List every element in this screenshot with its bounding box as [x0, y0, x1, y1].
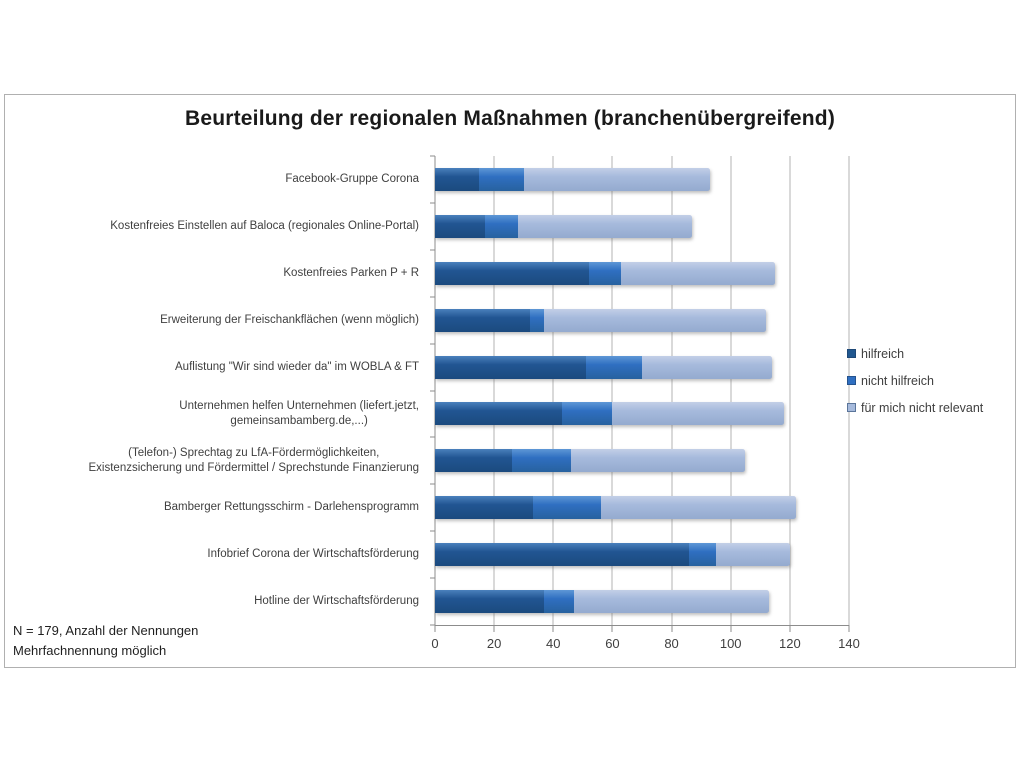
bar-segment-hilfreich — [435, 543, 690, 567]
bar-segment-für-mich-nicht-relevant — [600, 496, 796, 520]
stacked-bar — [435, 308, 849, 332]
category-label: Auflistung "Wir sind wieder da" im WOBLA… — [175, 360, 419, 373]
bar-segment-für-mich-nicht-relevant — [612, 402, 784, 426]
bar-segment-für-mich-nicht-relevant — [641, 355, 773, 379]
category-label: Bamberger Rettungsschirm - Darlehensprog… — [163, 501, 419, 514]
category-label: Erweiterung der Freischankflächen (wenn … — [160, 313, 419, 326]
x-tick-label: 60 — [605, 636, 620, 651]
x-tick-label: 140 — [838, 636, 860, 651]
legend-item: nicht hilfreich — [847, 372, 1017, 389]
bar-segment-hilfreich — [435, 261, 589, 285]
category-label: Facebook-Gruppe Corona — [285, 172, 419, 185]
bar-segment-für-mich-nicht-relevant — [573, 590, 770, 614]
bar-segment-hilfreich — [435, 214, 486, 238]
legend-label: hilfreich — [861, 346, 905, 361]
x-tick-label: 40 — [546, 636, 561, 651]
category-label: Kostenfreies Einstellen auf Baloca (regi… — [110, 219, 419, 232]
bar-segment-hilfreich — [435, 590, 545, 614]
stacked-bar — [435, 355, 849, 379]
plot-area: 0 20 40 60 80 100 120 140 — [430, 155, 860, 651]
x-tick-label: 120 — [778, 636, 801, 651]
bar-segment-für-mich-nicht-relevant — [621, 261, 776, 285]
stacked-bar — [435, 543, 849, 567]
stacked-bar — [435, 590, 849, 614]
bar-segment-nicht-hilfreich — [511, 449, 572, 473]
bar-segment-nicht-hilfreich — [562, 402, 613, 426]
legend-swatch-icon — [847, 403, 856, 412]
bar-segment-nicht-hilfreich — [689, 543, 716, 567]
value-axis-line — [435, 625, 849, 626]
bars — [435, 156, 849, 625]
category-label: (Telefon-) Sprechtag zu LfA-Fördermöglic… — [88, 446, 419, 474]
bar-segment-nicht-hilfreich — [485, 214, 518, 238]
stacked-bar — [435, 167, 849, 191]
legend: hilfreich nicht hilfreich für mich nicht r… — [847, 345, 1017, 426]
x-tick-label: 80 — [664, 636, 679, 651]
bar-segment-hilfreich — [435, 449, 512, 473]
legend-swatch-icon — [847, 376, 856, 385]
bar-segment-für-mich-nicht-relevant — [523, 167, 710, 191]
bar-segment-nicht-hilfreich — [529, 308, 545, 332]
legend-item: hilfreich — [847, 345, 1017, 362]
bar-segment-nicht-hilfreich — [585, 355, 642, 379]
bar-segment-für-mich-nicht-relevant — [544, 308, 767, 332]
bar-segment-hilfreich — [435, 402, 563, 426]
bar-segment-nicht-hilfreich — [532, 496, 601, 520]
category-label: Unternehmen helfen Unternehmen (liefert.… — [179, 400, 419, 427]
stacked-bar — [435, 496, 849, 520]
bar-segment-für-mich-nicht-relevant — [715, 543, 790, 567]
bar-segment-hilfreich — [435, 355, 586, 379]
category-label: Infobrief Corona der Wirtschaftsförderun… — [207, 548, 419, 561]
stacked-bar — [435, 261, 849, 285]
footnote-line-2: Mehrfachnennung möglich — [13, 643, 167, 659]
bar-segment-nicht-hilfreich — [479, 167, 524, 191]
legend-label: für mich nicht relevant — [861, 400, 984, 415]
footnote-line-1: N = 179, Anzahl der Nennungen — [13, 623, 199, 638]
category-label: Hotline der Wirtschaftsförderung — [254, 595, 419, 608]
category-label: Kostenfreies Parken P + R — [283, 266, 419, 279]
bar-segment-für-mich-nicht-relevant — [517, 214, 693, 238]
stacked-bar — [435, 214, 849, 238]
footnote: N = 179, Anzahl der Nennungen Mehrfachne… — [13, 621, 198, 661]
legend-item: für mich nicht relevant — [847, 399, 1017, 416]
x-tick-label: 20 — [486, 636, 502, 651]
x-tick-label: 0 — [431, 636, 439, 651]
bar-segment-nicht-hilfreich — [544, 590, 574, 614]
x-tick-label: 100 — [719, 636, 742, 651]
stacked-bar — [435, 449, 849, 473]
legend-label: nicht hilfreich — [861, 373, 934, 388]
chart-container: Beurteilung der regionalen Maßnahmen (br… — [4, 94, 1016, 668]
bar-segment-hilfreich — [435, 167, 480, 191]
bar-segment-für-mich-nicht-relevant — [571, 449, 746, 473]
bar-segment-nicht-hilfreich — [588, 261, 622, 285]
legend-swatch-icon — [847, 349, 856, 358]
bar-segment-hilfreich — [435, 308, 530, 332]
stacked-bar — [435, 402, 849, 426]
bar-segment-hilfreich — [435, 496, 533, 520]
category-axis-labels: Facebook-Gruppe Corona Kostenfreies Einst… — [5, 156, 426, 625]
chart-title: Beurteilung der regionalen Maßnahmen (br… — [184, 107, 836, 130]
